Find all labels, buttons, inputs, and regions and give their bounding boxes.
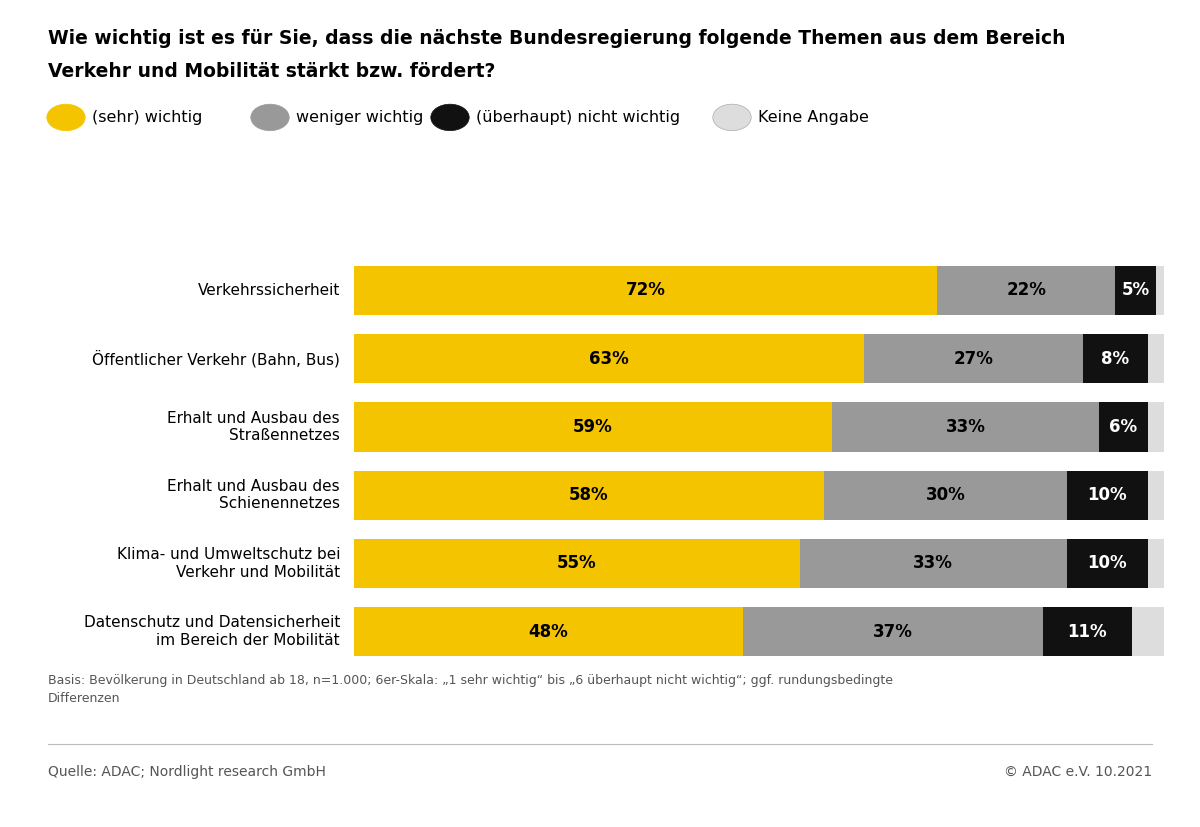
Text: 5%: 5% (1122, 281, 1150, 299)
Text: 30%: 30% (925, 486, 965, 504)
Text: 10%: 10% (1087, 554, 1127, 572)
Bar (1067, 539, 1147, 588)
Bar (1067, 471, 1147, 519)
Text: weniger wichtig: weniger wichtig (296, 110, 424, 125)
Bar (1043, 607, 1132, 656)
Bar (354, 607, 743, 656)
Bar (1147, 403, 1164, 452)
Text: 63%: 63% (589, 350, 629, 368)
Text: 37%: 37% (872, 623, 912, 641)
Bar (1084, 334, 1147, 383)
Text: 6%: 6% (1110, 418, 1138, 436)
Text: 11%: 11% (1067, 623, 1106, 641)
Text: Basis: Bevölkerung in Deutschland ab 18, n=1.000; 6er-Skala: „1 sehr wichtig“ bi: Basis: Bevölkerung in Deutschland ab 18,… (48, 674, 893, 705)
Text: 33%: 33% (913, 554, 953, 572)
Text: Quelle: ADAC; Nordlight research GmbH: Quelle: ADAC; Nordlight research GmbH (48, 765, 326, 779)
Text: (sehr) wichtig: (sehr) wichtig (92, 110, 203, 125)
Text: Wie wichtig ist es für Sie, dass die nächste Bundesregierung folgende Themen aus: Wie wichtig ist es für Sie, dass die näc… (48, 29, 1066, 48)
Bar (1132, 607, 1164, 656)
Text: 22%: 22% (1007, 281, 1046, 299)
Text: 59%: 59% (574, 418, 613, 436)
Bar (1156, 266, 1164, 315)
Bar (1116, 266, 1156, 315)
Text: Keine Angabe: Keine Angabe (758, 110, 869, 125)
Bar (354, 266, 937, 315)
Bar (354, 471, 823, 519)
Bar (799, 539, 1067, 588)
Bar (937, 266, 1116, 315)
Text: 8%: 8% (1102, 350, 1129, 368)
Text: 72%: 72% (625, 281, 666, 299)
Text: 10%: 10% (1087, 486, 1127, 504)
Bar (354, 403, 832, 452)
Text: 33%: 33% (946, 418, 985, 436)
Text: 58%: 58% (569, 486, 608, 504)
Bar (1147, 539, 1164, 588)
Text: © ADAC e.V. 10.2021: © ADAC e.V. 10.2021 (1004, 765, 1152, 779)
Bar (832, 403, 1099, 452)
Text: Verkehr und Mobilität stärkt bzw. fördert?: Verkehr und Mobilität stärkt bzw. förder… (48, 62, 496, 81)
Bar (743, 607, 1043, 656)
Bar (1099, 403, 1147, 452)
Bar (354, 539, 799, 588)
Bar (354, 334, 864, 383)
Text: 48%: 48% (528, 623, 569, 641)
Text: (überhaupt) nicht wichtig: (überhaupt) nicht wichtig (476, 110, 680, 125)
Text: 55%: 55% (557, 554, 596, 572)
Bar (1147, 334, 1164, 383)
Bar (864, 334, 1084, 383)
Bar (1147, 471, 1164, 519)
Bar (823, 471, 1067, 519)
Text: 27%: 27% (954, 350, 994, 368)
